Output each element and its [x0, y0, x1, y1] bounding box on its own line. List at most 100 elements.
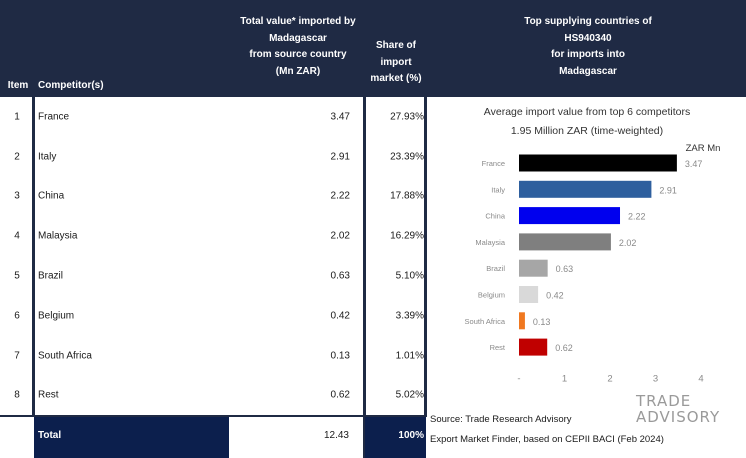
bar — [519, 338, 548, 356]
row-competitor: Brazil — [38, 270, 64, 282]
x-tick-label: 4 — [698, 373, 703, 384]
bar — [519, 180, 652, 198]
category-label: France — [482, 159, 505, 168]
row-share: 27.93% — [390, 111, 424, 123]
total-item-cell — [0, 417, 34, 458]
row-share: 1.01% — [395, 350, 424, 362]
row-share: 5.10% — [395, 270, 424, 282]
chart-title: Average import value from top 6 competit… — [483, 106, 691, 118]
category-label: Brazil — [486, 264, 505, 273]
competitor-table: 1 France 3.47 27.93% 2 Italy 2.91 23.39%… — [0, 97, 427, 417]
header-competitor: Competitor(s) — [38, 78, 104, 95]
source-line-2: Export Market Finder, based on CEPII BAC… — [430, 434, 664, 445]
table-row: 1 France 3.47 27.93% — [0, 97, 426, 137]
header-value-line: from source country — [249, 49, 347, 60]
header-chart-line: HS940340 — [564, 32, 612, 44]
row-value: 0.62 — [330, 389, 350, 401]
logo-line-1: TRADE — [636, 392, 692, 410]
table-row: 4 Malaysia 2.02 16.29% — [0, 216, 426, 256]
total-label: Total — [34, 417, 229, 458]
category-label: Rest — [490, 343, 506, 352]
divider — [424, 97, 427, 417]
total-row: Total 12.43 100% — [0, 417, 426, 458]
header-chart-line: for imports into — [551, 49, 625, 60]
divider — [32, 97, 35, 417]
table-row: 3 China 2.22 17.88% — [0, 177, 426, 217]
data-label: 2.91 — [659, 185, 677, 195]
bar — [519, 233, 611, 251]
bar — [519, 286, 539, 303]
header-share: Share of import market (%) — [366, 38, 426, 88]
header-chart-line: Madagascar — [559, 65, 617, 77]
row-value: 0.13 — [330, 350, 350, 362]
table-row: 6 Belgium 0.42 3.39% — [0, 296, 426, 336]
x-tick-label: 3 — [653, 373, 658, 384]
x-tick-label: 2 — [607, 373, 612, 384]
header-chart: Top supplying countries of HS940340 for … — [430, 14, 746, 80]
row-competitor: Belgium — [38, 310, 75, 322]
header-item-label: Item — [7, 80, 29, 91]
category-label: Italy — [491, 185, 505, 194]
source-line-1: Source: Trade Research Advisory — [430, 414, 572, 425]
data-label: 0.13 — [533, 317, 551, 327]
table-row: 2 Italy 2.91 23.39% — [0, 137, 426, 177]
chart-panel: Average import value from top 6 competit… — [428, 97, 746, 458]
row-value: 2.22 — [330, 190, 350, 202]
x-tick-label: - — [517, 373, 520, 384]
bar — [519, 154, 677, 172]
row-share: 5.02% — [395, 389, 424, 401]
row-item: 2 — [14, 151, 20, 163]
bar — [519, 207, 621, 225]
data-label: 2.22 — [628, 212, 646, 222]
row-competitor: Italy — [38, 151, 57, 163]
row-competitor: France — [38, 111, 70, 123]
row-share: 3.39% — [395, 310, 424, 322]
row-value: 2.91 — [330, 151, 350, 163]
row-item: 8 — [14, 389, 20, 401]
chart-subtitle: 1.95 Million ZAR (time-weighted) — [510, 125, 664, 137]
trade-advisory-logo: TRADE ADVISORY — [636, 392, 728, 426]
bar — [519, 312, 525, 330]
header-competitor-label: Competitor(s) — [38, 80, 104, 91]
row-item: 7 — [14, 350, 20, 362]
x-tick-label: 1 — [562, 373, 567, 384]
row-value: 0.63 — [330, 270, 350, 282]
header-value-line: Total value* imported by — [240, 16, 356, 27]
category-label: Belgium — [478, 291, 505, 300]
table-row: 7 South Africa 0.13 1.01% — [0, 336, 426, 376]
unit-label: ZAR Mn — [686, 143, 721, 154]
category-label: China — [485, 212, 505, 221]
header-item: Item — [2, 78, 34, 95]
header-share-line: import — [380, 56, 412, 68]
table-header: Item Competitor(s) Total value* imported… — [0, 0, 746, 97]
row-value: 2.02 — [330, 230, 350, 242]
row-value: 0.42 — [330, 310, 350, 322]
row-item: 1 — [14, 111, 20, 123]
category-label: South Africa — [465, 317, 506, 326]
logo-line-2: ADVISORY — [636, 408, 721, 426]
data-label: 0.42 — [546, 291, 564, 301]
data-label: 2.02 — [619, 238, 637, 248]
total-share: 100% — [365, 417, 426, 458]
row-share: 17.88% — [390, 190, 424, 202]
row-share: 23.39% — [390, 151, 424, 163]
row-item: 3 — [14, 190, 20, 202]
row-value: 3.47 — [330, 111, 350, 123]
header-share-line: Share of — [375, 40, 416, 51]
header-value: Total value* imported by Madagascar from… — [232, 14, 364, 80]
row-competitor: Malaysia — [38, 230, 78, 242]
row-share: 16.29% — [390, 230, 424, 242]
row-competitor: South Africa — [38, 350, 92, 362]
data-label: 0.63 — [556, 264, 574, 274]
bar — [519, 259, 548, 277]
header-chart-line: Top supplying countries of — [524, 16, 652, 27]
header-share-line: market (%) — [370, 73, 422, 84]
header-value-line: Madagascar — [269, 32, 327, 44]
divider — [363, 97, 366, 417]
divider — [0, 415, 426, 417]
category-label: Malaysia — [475, 238, 505, 247]
row-item: 5 — [14, 270, 20, 282]
bar-chart: ZAR Mn France 3.47 Italy 2.91 China 2.22 Malays… — [465, 143, 721, 384]
table-row: 5 Brazil 0.63 5.10% — [0, 256, 426, 296]
row-competitor: Rest — [38, 389, 59, 401]
